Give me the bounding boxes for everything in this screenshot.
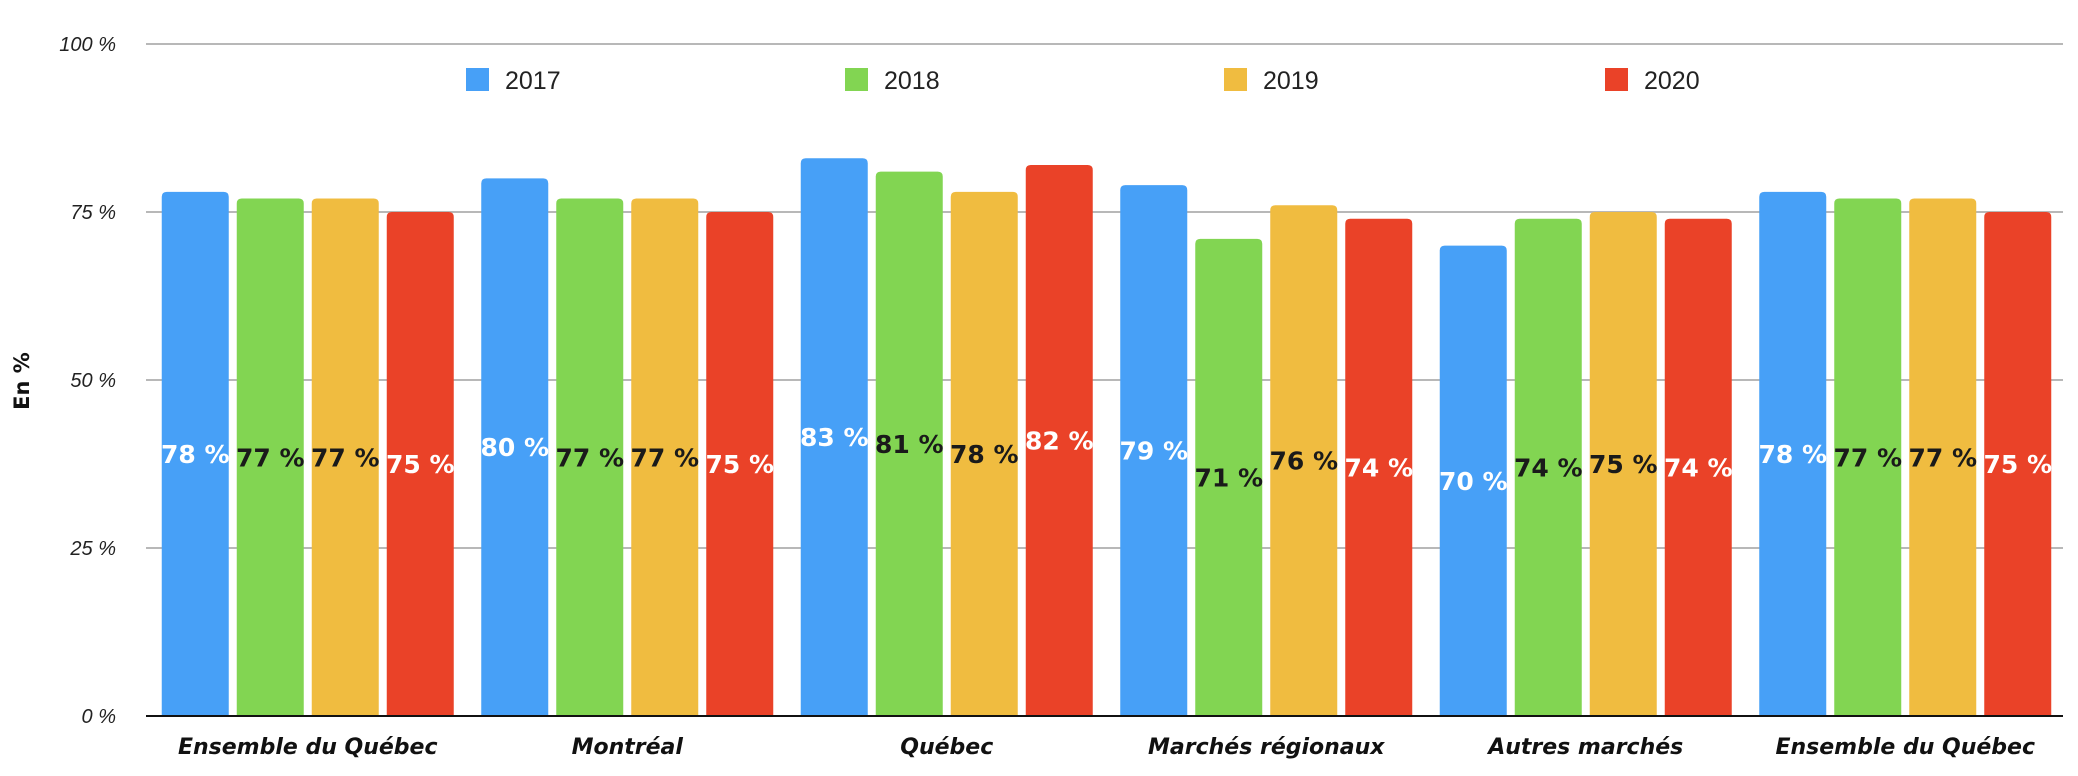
- bar-2019-3: [1270, 205, 1338, 716]
- data-label: 78 %: [161, 440, 230, 469]
- legend-item-2018: 2018: [845, 67, 940, 95]
- data-label: 80 %: [480, 433, 549, 462]
- gridlines: [146, 43, 2063, 549]
- y-tick-label: 75 %: [70, 202, 116, 224]
- legend-swatch: [1224, 68, 1247, 91]
- data-label: 78 %: [1758, 440, 1827, 469]
- legend-swatch: [845, 68, 868, 91]
- legend-label: 2017: [505, 67, 561, 95]
- legend-item-2020: 2020: [1605, 67, 1700, 95]
- data-label: 75 %: [386, 450, 455, 479]
- data-label: 70 %: [1439, 467, 1508, 496]
- legend-item-2019: 2019: [1224, 67, 1319, 95]
- data-label: 74 %: [1664, 453, 1733, 482]
- bar-2018-4: [1514, 218, 1582, 716]
- data-label: 75 %: [1589, 450, 1658, 479]
- legend-label: 2018: [884, 67, 940, 95]
- data-label: 71 %: [1194, 463, 1263, 492]
- x-category-label: Québec: [900, 735, 993, 760]
- x-category-label: Autres marchés: [1486, 735, 1683, 760]
- data-label: 75 %: [1983, 450, 2052, 479]
- bar-2020-2: [1025, 164, 1093, 716]
- data-label: 77 %: [1833, 443, 1902, 472]
- data-label: 75 %: [705, 450, 774, 479]
- data-label: 83 %: [800, 423, 869, 452]
- data-labels: 78 % 77 % 77 % 75 %80 % 77 % 77 % 75 %83 % 81 %…: [161, 423, 2052, 496]
- bar-2018-0: [236, 198, 304, 716]
- bar-2020-0: [386, 212, 454, 716]
- y-tick-label: 25 %: [69, 538, 116, 560]
- data-label: 77 %: [236, 443, 305, 472]
- data-label: 76 %: [1269, 447, 1338, 476]
- data-label: 77 %: [311, 443, 380, 472]
- x-category-label: Ensemble du Québec: [178, 735, 438, 760]
- legend-swatch: [1605, 68, 1628, 91]
- bar-2020-5: [1984, 212, 2052, 716]
- bar-2019-2: [950, 191, 1018, 717]
- bar-2017-4: [1439, 245, 1507, 716]
- data-label: 82 %: [1025, 426, 1094, 455]
- bar-2017-2: [800, 158, 868, 717]
- bar-2019-5: [1909, 198, 1977, 716]
- bar-2020-4: [1664, 218, 1732, 716]
- data-label: 77 %: [555, 443, 624, 472]
- data-label: 81 %: [875, 430, 944, 459]
- bar-2018-5: [1834, 198, 1902, 716]
- x-category-label: Montréal: [572, 735, 684, 760]
- bar-2017-3: [1120, 185, 1188, 716]
- bar-2017-1: [481, 178, 549, 716]
- y-tick-label: 100 %: [59, 34, 116, 56]
- x-category-label: Marchés régionaux: [1148, 735, 1385, 760]
- bar-2020-3: [1345, 218, 1413, 716]
- data-label: 77 %: [1908, 443, 1977, 472]
- bar-2019-4: [1589, 212, 1657, 716]
- bar-2017-5: [1759, 191, 1827, 717]
- y-tick-label: 0 %: [82, 706, 116, 728]
- data-label: 74 %: [1514, 453, 1583, 482]
- y-axis-ticks: 0 % 25 % 50 % 75 % 100 %: [59, 34, 116, 728]
- bar-2018-1: [556, 198, 624, 716]
- bar-2017-0: [161, 191, 229, 717]
- legend-label: 2020: [1644, 67, 1700, 95]
- data-label: 77 %: [630, 443, 699, 472]
- bar-2020-1: [706, 212, 774, 716]
- legend-label: 2019: [1263, 67, 1319, 95]
- legend-item-2017: 2017: [466, 67, 561, 95]
- data-label: 78 %: [950, 440, 1019, 469]
- x-category-label: Ensemble du Québec: [1775, 735, 2035, 760]
- bar-2018-3: [1195, 238, 1263, 716]
- legend: 2017 2018 2019 2020: [466, 67, 1700, 95]
- y-tick-label: 50 %: [70, 370, 116, 392]
- data-label: 74 %: [1344, 453, 1413, 482]
- x-axis-categories: Ensemble du Québec Montréal Québec Marchés …: [178, 735, 2035, 760]
- legend-swatch: [466, 68, 489, 91]
- bar-2019-0: [311, 198, 379, 716]
- bar-2018-2: [875, 171, 943, 716]
- bars: [161, 158, 2052, 717]
- bar-2019-1: [631, 198, 699, 716]
- data-label: 79 %: [1119, 437, 1188, 466]
- y-axis-label: En %: [10, 352, 34, 410]
